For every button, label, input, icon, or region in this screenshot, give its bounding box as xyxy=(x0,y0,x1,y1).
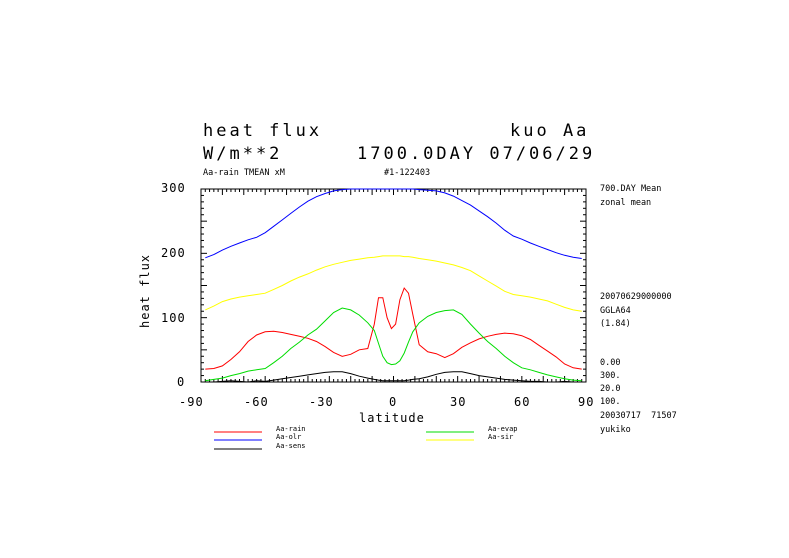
x-tick-label: 0 xyxy=(389,395,398,409)
plot-series xyxy=(205,188,582,383)
legend-label-olr: Aa-olr xyxy=(276,433,302,441)
legend xyxy=(214,431,474,450)
side-info-value2: 300. xyxy=(600,371,621,381)
side-info-value3: 20.0 xyxy=(600,384,621,394)
model-label: kuo Aa xyxy=(510,121,590,141)
series-line-aa-sir xyxy=(205,255,582,312)
legend-label-rain: Aa-rain xyxy=(276,425,306,433)
side-info-date: 20030717 71507 xyxy=(600,411,677,421)
x-tick-label: 90 xyxy=(578,395,595,409)
run-id-subtitle: #1-122403 xyxy=(384,168,431,178)
side-info-author: yukiko xyxy=(600,425,631,435)
side-info-resolution: (1.84) xyxy=(600,319,631,329)
legend-label-sens: Aa-sens xyxy=(276,442,306,450)
date-label: 1700.0DAY 07/06/29 xyxy=(357,144,596,164)
y-tick-label: 300 xyxy=(161,181,186,195)
x-tick-label: 60 xyxy=(514,395,531,409)
y-tick-label: 200 xyxy=(161,246,186,260)
side-info-grid: GGLA64 xyxy=(600,306,631,316)
series-line-aa-olr xyxy=(205,188,582,259)
side-info-value4: 100. xyxy=(600,397,621,407)
x-axis-label: latitude xyxy=(359,411,425,425)
plot-border xyxy=(200,188,587,383)
x-tick-label: -60 xyxy=(244,395,269,409)
x-tick-label: -30 xyxy=(309,395,334,409)
legend-label-sir: Aa-sir xyxy=(488,433,514,441)
variable-subtitle: Aa-rain TMEAN xM xyxy=(203,168,285,178)
y-tick-label: 100 xyxy=(161,311,186,325)
y-tick-label: 0 xyxy=(177,375,186,389)
series-line-aa-evap xyxy=(205,307,582,382)
x-tick-label: -90 xyxy=(179,395,204,409)
side-info-mean: 700.DAY Mean xyxy=(600,184,662,194)
series-line-aa-rain xyxy=(205,287,582,370)
units-label: W/m**2 xyxy=(203,144,283,164)
side-info-zonal: zonal mean xyxy=(600,198,652,208)
side-info-timestamp: 20070629000000 xyxy=(600,292,672,302)
plot-frame xyxy=(200,188,587,383)
series-line-aa-sens xyxy=(205,371,582,383)
legend-label-evap: Aa-evap xyxy=(488,425,518,433)
chart-title: heat flux xyxy=(203,121,323,141)
side-info-value1: 0.00 xyxy=(600,358,621,368)
x-tick-label: 30 xyxy=(450,395,467,409)
